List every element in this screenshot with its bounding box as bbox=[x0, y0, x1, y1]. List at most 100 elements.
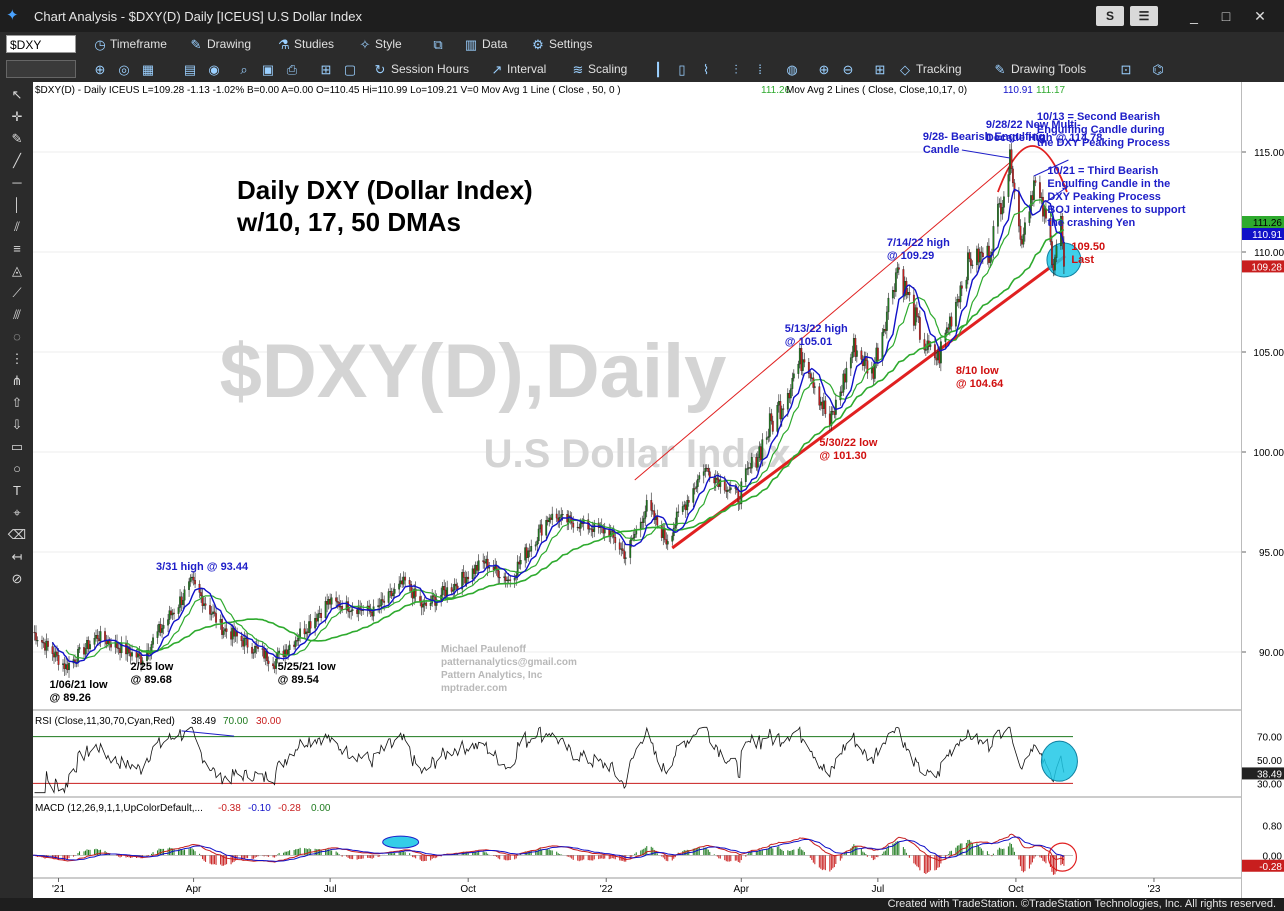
scaling-menu[interactable]: Scaling bbox=[588, 62, 628, 76]
macd-value-4: 0.00 bbox=[311, 803, 331, 814]
candle-body bbox=[978, 251, 981, 263]
options-button[interactable]: ☰ bbox=[1130, 6, 1158, 26]
save-icon[interactable]: ▣ bbox=[261, 62, 275, 77]
candle-body bbox=[408, 580, 411, 585]
tracking-menu[interactable]: Tracking bbox=[916, 62, 962, 76]
candle-body bbox=[326, 601, 329, 605]
horizontal-line-icon[interactable]: ─ bbox=[12, 175, 22, 190]
text-icon[interactable]: T bbox=[13, 483, 21, 498]
search-icon[interactable]: ⌕ bbox=[240, 62, 248, 77]
snap-icon[interactable]: ↤ bbox=[11, 549, 23, 564]
candle-body bbox=[621, 548, 624, 551]
drawing-menu[interactable]: Drawing bbox=[207, 37, 252, 51]
window-icon[interactable]: ▢ bbox=[343, 62, 357, 77]
candle-body bbox=[194, 580, 196, 585]
candle-body bbox=[677, 511, 680, 513]
ma10-price-tag-bg bbox=[1242, 228, 1284, 240]
lock-icon[interactable]: ⊘ bbox=[11, 571, 23, 586]
pitchfork-icon[interactable]: ⋔ bbox=[11, 373, 23, 388]
candle-body bbox=[893, 290, 896, 292]
maximize-button[interactable]: □ bbox=[1221, 8, 1231, 24]
candle-body bbox=[398, 583, 401, 590]
candle-body bbox=[665, 539, 668, 545]
link-window-icon[interactable]: ⌬ bbox=[1152, 62, 1164, 77]
data-menu[interactable]: Data bbox=[482, 37, 508, 51]
candle-body bbox=[203, 603, 205, 606]
ellipse-icon[interactable]: ○ bbox=[13, 461, 21, 476]
eraser-icon[interactable]: ⌫ bbox=[7, 527, 27, 542]
price-axis-svg[interactable]: 115.00 110.00 105.00 100.00 95.00 90.00 111.26… bbox=[1242, 82, 1284, 898]
candle-body bbox=[465, 576, 468, 584]
cursor-icon[interactable]: ◍ bbox=[786, 62, 798, 77]
fib-fan-icon[interactable]: ⫻ bbox=[13, 307, 21, 322]
candle-body bbox=[882, 329, 885, 333]
target-icon[interactable]: ◉ bbox=[208, 62, 220, 77]
price-chart[interactable]: $DXY(D),Daily U.S Dollar Index 1/06/21 l… bbox=[33, 82, 1241, 898]
candle-body bbox=[656, 516, 659, 526]
interval-select[interactable] bbox=[6, 60, 76, 78]
candle-icon[interactable]: ▯ bbox=[678, 62, 686, 77]
minimize-button[interactable]: _ bbox=[1190, 8, 1198, 24]
point-figure-icon[interactable]: ⁞ bbox=[758, 62, 762, 77]
candle-body bbox=[383, 600, 386, 603]
zoom-icon[interactable]: ⊕ bbox=[94, 62, 106, 77]
grid-icon[interactable]: ▤ bbox=[183, 62, 197, 77]
refresh-icon[interactable]: ◎ bbox=[118, 62, 130, 77]
magnet-icon[interactable]: ⌖ bbox=[13, 505, 21, 520]
calendar-icon[interactable]: ▦ bbox=[141, 62, 155, 77]
cross-icon[interactable]: ✛ bbox=[11, 109, 23, 124]
gann-icon[interactable]: ◬ bbox=[12, 263, 22, 278]
candle-body bbox=[381, 599, 384, 602]
macd-value-2: -0.10 bbox=[248, 803, 271, 814]
candle-body bbox=[971, 264, 974, 266]
candle-body bbox=[716, 477, 719, 480]
up-arrow-icon[interactable]: ⇧ bbox=[11, 395, 23, 410]
s-button[interactable]: S bbox=[1096, 6, 1124, 26]
cycle-icon[interactable]: ◌ bbox=[13, 329, 21, 344]
bar-chart-icon[interactable]: ┃ bbox=[654, 62, 662, 77]
studies-menu[interactable]: Studies bbox=[294, 37, 335, 51]
channel-icon[interactable]: ⫽ bbox=[14, 219, 20, 234]
zoom-out-icon[interactable]: ⊖ bbox=[842, 62, 854, 77]
session-hours-menu[interactable]: Session Hours bbox=[391, 62, 470, 76]
timeframe-menu[interactable]: Timeframe bbox=[110, 37, 167, 51]
drawing-tools-menu[interactable]: Drawing Tools bbox=[1011, 62, 1087, 76]
candle-body bbox=[980, 251, 983, 254]
time-axis[interactable]: '21 Apr Jul Oct '22 Apr Jul Oct '23 bbox=[52, 878, 1161, 895]
fib-time-icon[interactable]: ⋮ bbox=[10, 351, 24, 366]
candle-body bbox=[854, 338, 857, 357]
chart-area[interactable]: $DXY(D),Daily U.S Dollar Index 1/06/21 l… bbox=[33, 82, 1241, 898]
style-menu[interactable]: Style bbox=[375, 37, 402, 51]
add-window-icon[interactable]: ⊡ bbox=[1120, 62, 1132, 77]
zoom-in-icon[interactable]: ⊕ bbox=[818, 62, 830, 77]
candle-body bbox=[224, 628, 226, 631]
candle-body bbox=[579, 521, 582, 529]
candle-body bbox=[498, 577, 501, 579]
link-icon[interactable]: ⧉ bbox=[433, 37, 443, 52]
candle-body bbox=[561, 514, 564, 516]
candle-body bbox=[675, 511, 678, 526]
symbol-input[interactable]: $DXY bbox=[6, 35, 76, 53]
down-arrow-icon[interactable]: ⇩ bbox=[11, 417, 23, 432]
print-icon[interactable]: ⎙ bbox=[286, 62, 298, 77]
speed-line-icon[interactable]: ⟋ bbox=[12, 285, 22, 300]
interval-menu[interactable]: Interval bbox=[507, 62, 547, 76]
y-tick-label: 95.00 bbox=[1259, 548, 1284, 559]
rectangle-icon[interactable]: ▭ bbox=[10, 439, 24, 454]
fib-icon[interactable]: ≡ bbox=[13, 241, 21, 256]
layout-icon[interactable]: ⊞ bbox=[320, 62, 332, 77]
pointer-icon[interactable]: ↖ bbox=[11, 87, 23, 102]
close-button[interactable]: ✕ bbox=[1254, 8, 1266, 24]
settings-menu[interactable]: Settings bbox=[549, 37, 593, 51]
pen-icon[interactable]: ✎ bbox=[11, 131, 23, 146]
grid-view-icon[interactable]: ⊞ bbox=[874, 62, 886, 77]
ohlc-icon[interactable]: ⫶ bbox=[734, 62, 738, 77]
candle-body bbox=[62, 663, 64, 665]
vertical-line-icon[interactable]: │ bbox=[12, 197, 22, 212]
candle-body bbox=[923, 339, 926, 351]
line-chart-icon[interactable]: ⌇ bbox=[702, 62, 710, 77]
candle-body bbox=[264, 650, 267, 659]
rsi-oversold: 30.00 bbox=[256, 716, 281, 727]
price-axis[interactable]: 115.00 110.00 105.00 100.00 95.00 90.00 111.26… bbox=[1241, 82, 1284, 898]
trendline-icon[interactable]: ╱ bbox=[13, 153, 21, 168]
